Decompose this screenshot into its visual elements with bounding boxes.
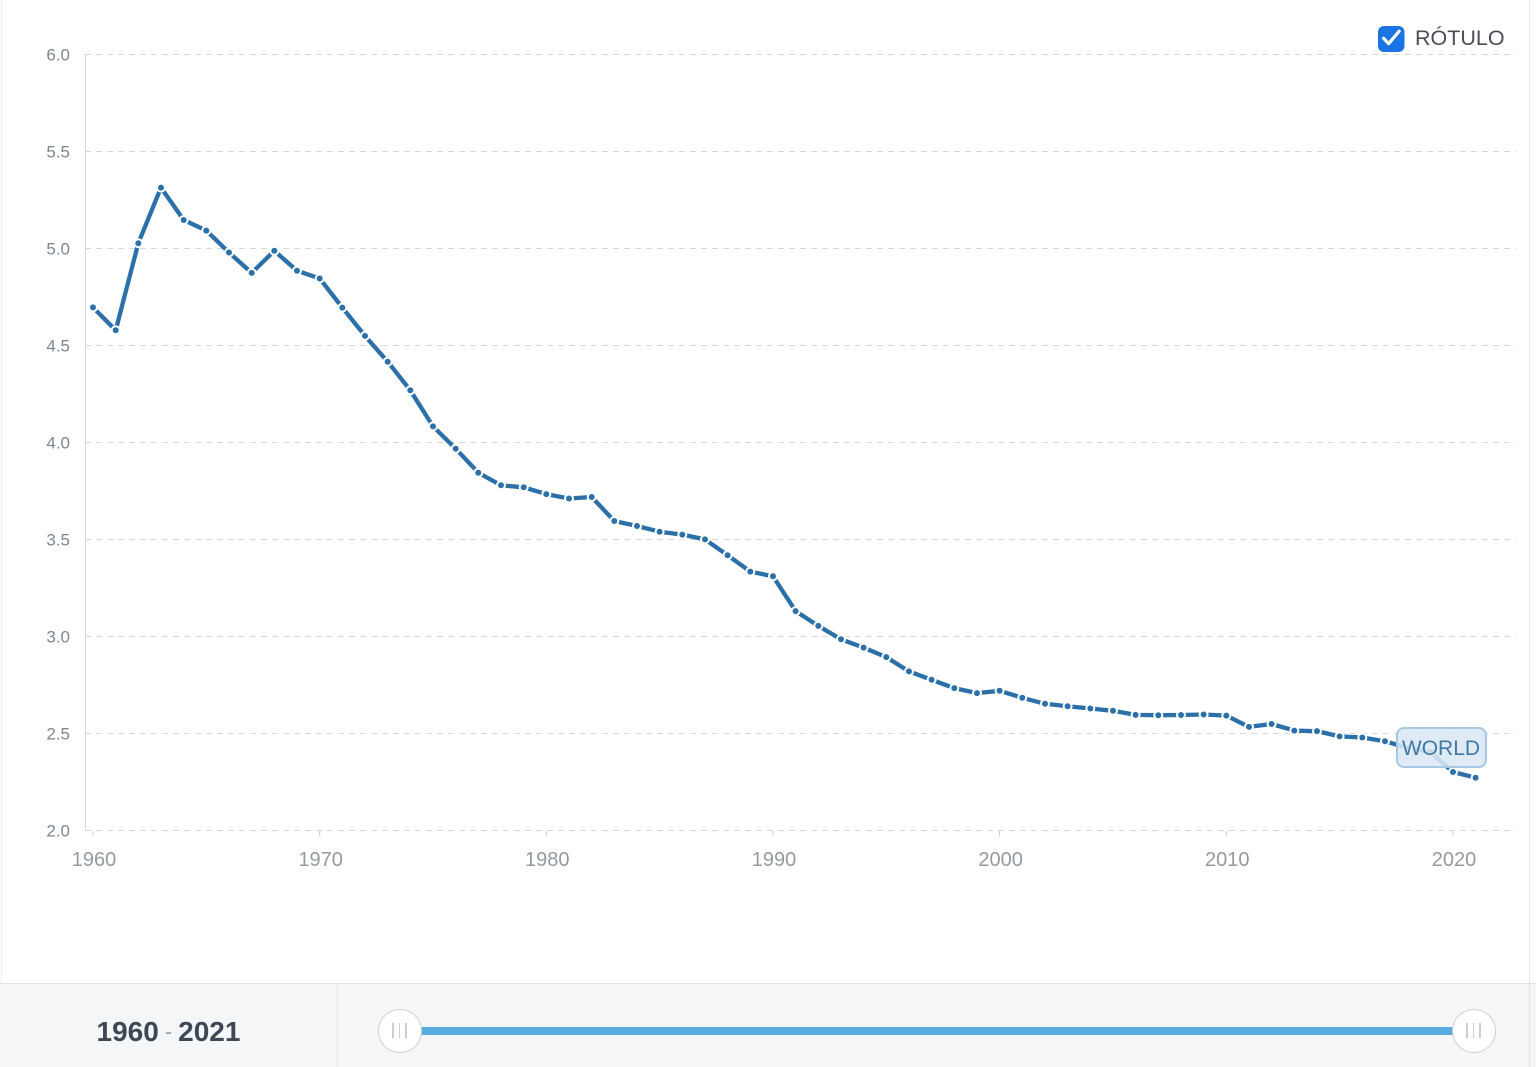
svg-text:5.5: 5.5 [46, 143, 70, 162]
svg-text:5.0: 5.0 [46, 240, 70, 259]
svg-text:2010: 2010 [1205, 849, 1250, 871]
svg-text:4.0: 4.0 [46, 434, 70, 453]
svg-text:4.5: 4.5 [46, 337, 70, 356]
svg-text:6.0: 6.0 [46, 46, 70, 65]
svg-text:1970: 1970 [298, 849, 343, 871]
svg-text:1960: 1960 [72, 849, 117, 871]
svg-text:1990: 1990 [752, 849, 797, 871]
svg-text:RÓTULO: RÓTULO [1415, 25, 1505, 50]
svg-text:2020: 2020 [1432, 849, 1477, 871]
svg-text:2.5: 2.5 [46, 725, 70, 744]
svg-text:2.0: 2.0 [46, 822, 70, 841]
svg-text:WORLD: WORLD [1402, 737, 1480, 760]
svg-text:2000: 2000 [978, 849, 1023, 871]
svg-text:1980: 1980 [525, 849, 570, 871]
svg-text:3.0: 3.0 [46, 628, 70, 647]
svg-text:3.5: 3.5 [46, 531, 70, 550]
